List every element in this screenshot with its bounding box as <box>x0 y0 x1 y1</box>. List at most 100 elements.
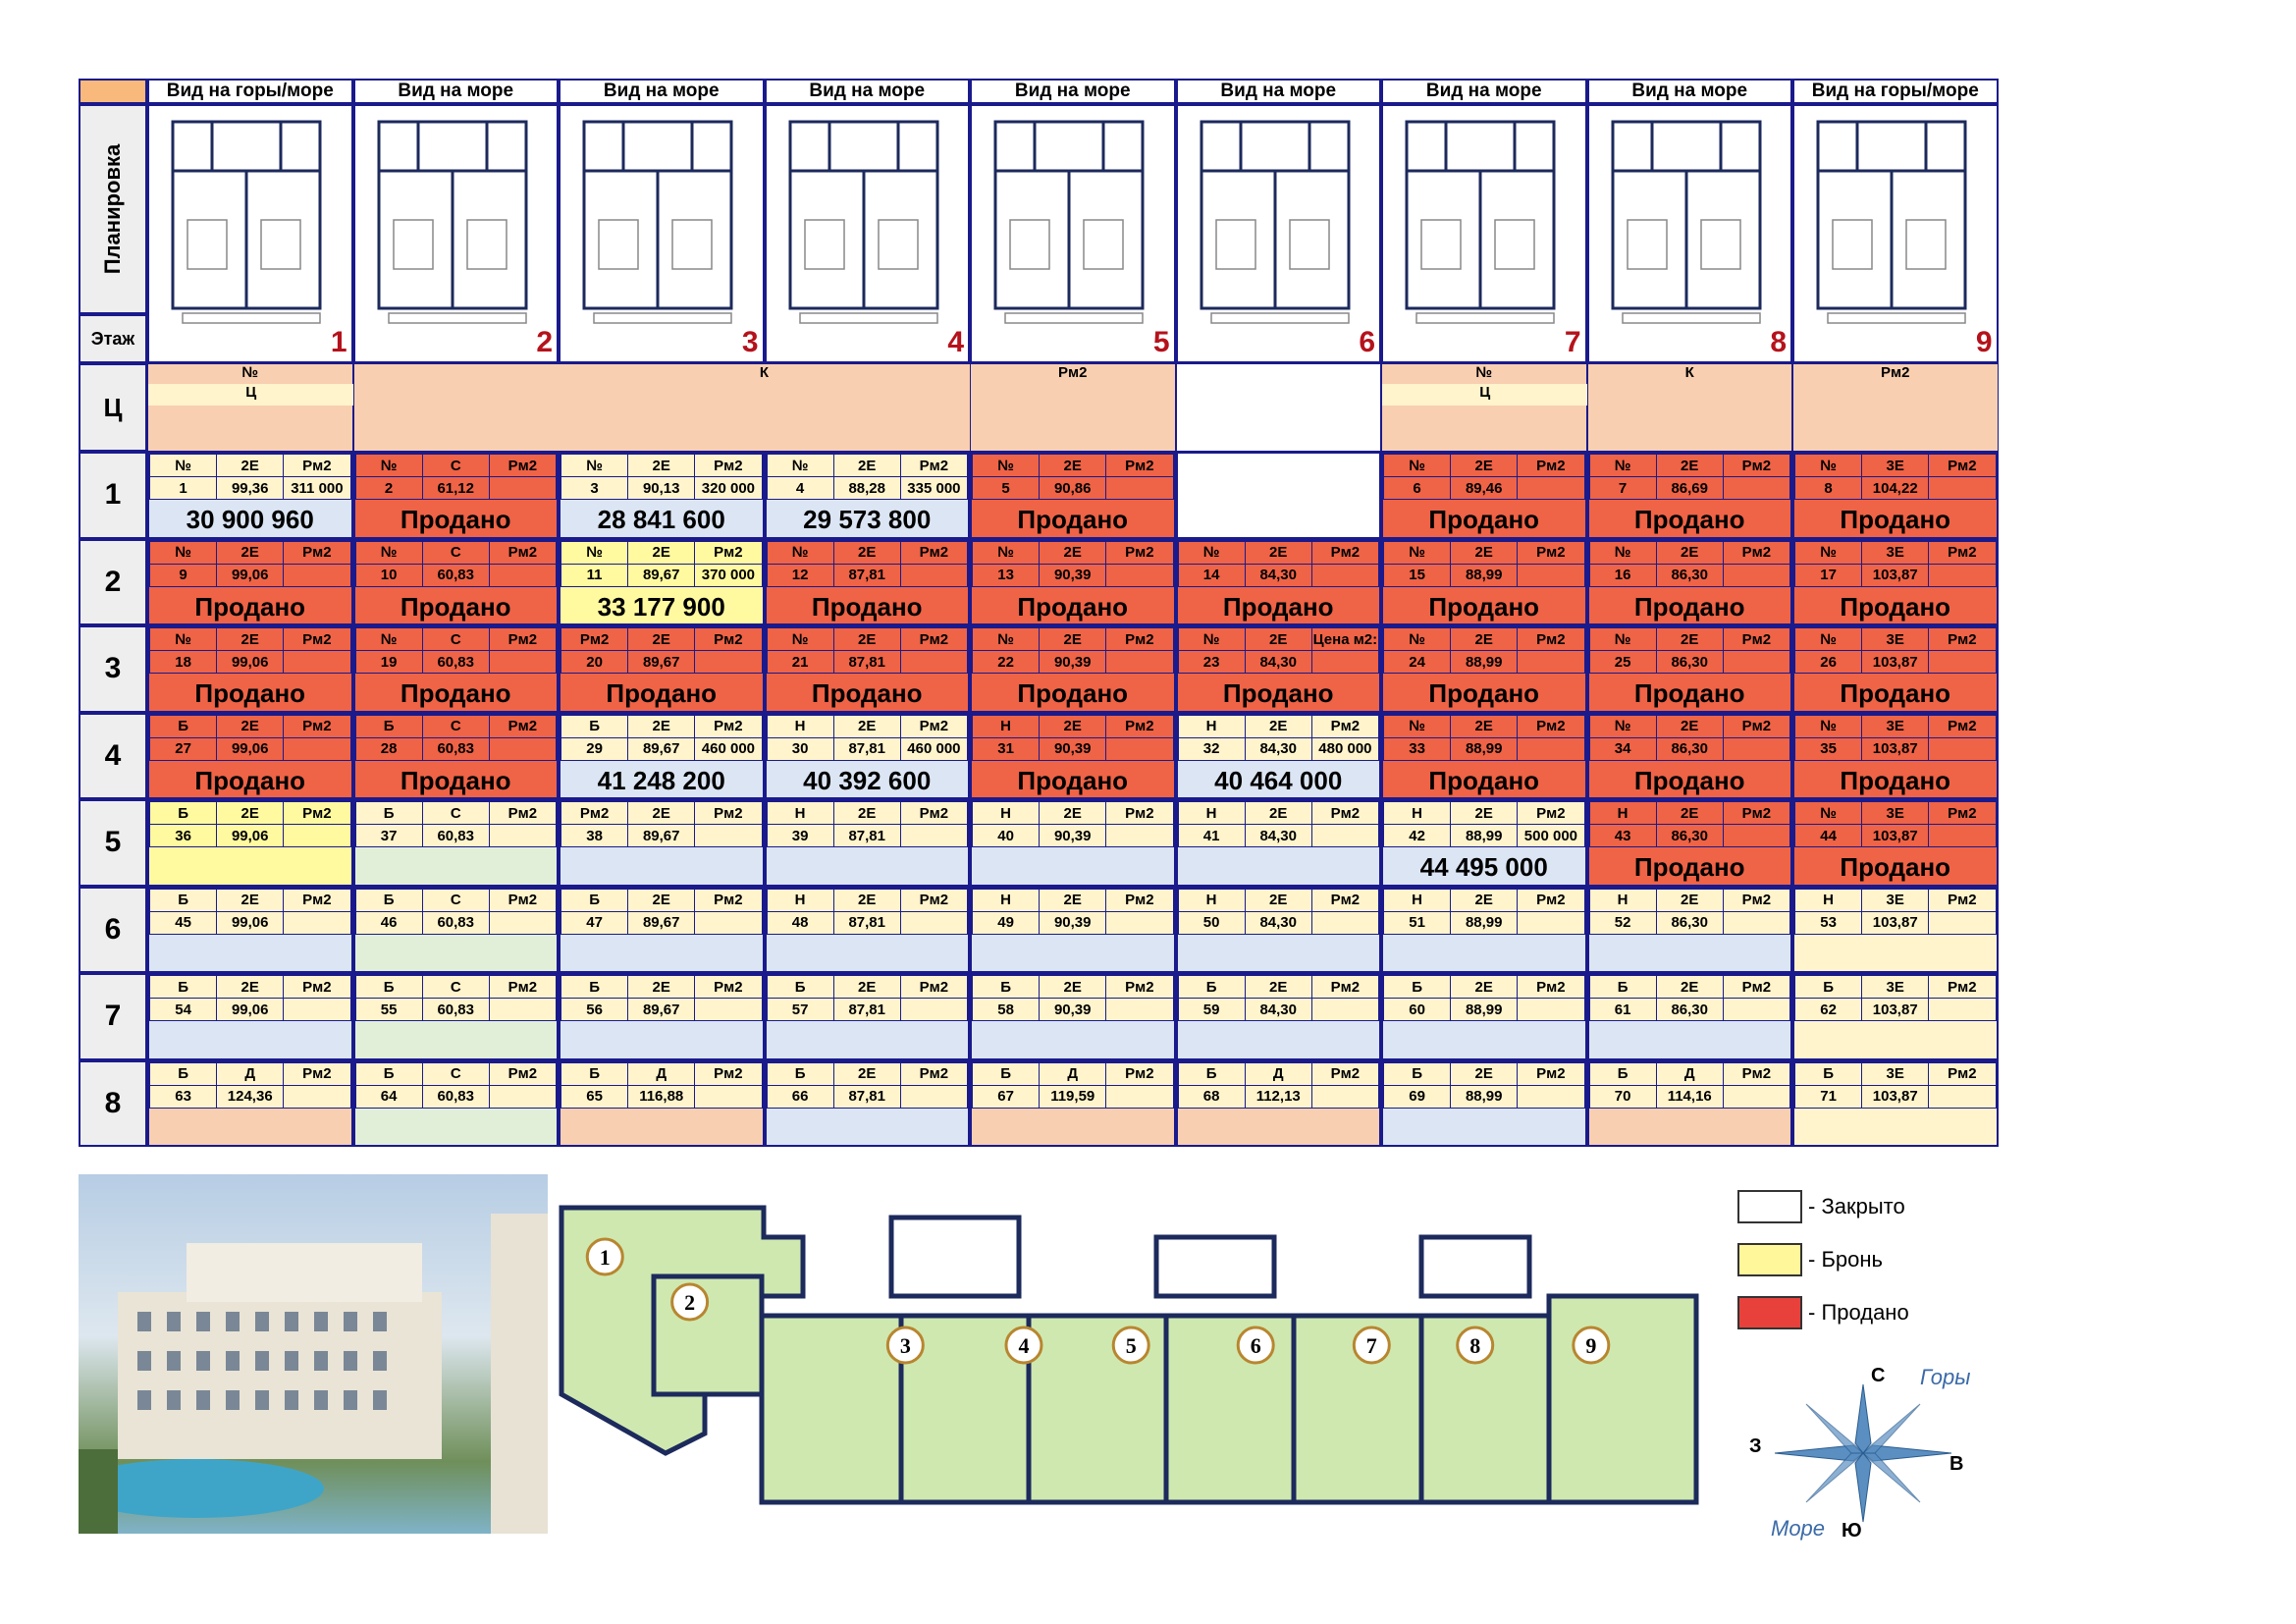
plan-thumbnail-8[interactable]: 8 <box>1586 104 1792 363</box>
apartment-cell[interactable]: Н 2Е Pм2 49 90,39 <box>970 886 1176 973</box>
apartment-cell[interactable]: Б С Pм2 64 60,83 <box>352 1059 559 1147</box>
total-price <box>1589 935 1791 974</box>
apartment-cell[interactable]: № 2Е Цена м2: 23 84,30 Продано <box>1175 625 1381 713</box>
apartment-cell[interactable]: № С Pм2 19 60,83 Продано <box>352 625 559 713</box>
apartment-info-table: Б 2Е Pм2 60 88,99 <box>1382 975 1585 1021</box>
apartment-cell[interactable]: Б Д Pм2 65 116,88 <box>559 1059 765 1147</box>
apartment-cell[interactable]: № 3Е Pм2 8 104,22 Продано <box>1792 452 1999 539</box>
apartment-cell[interactable]: Н 2Е Pм2 43 86,30 Продано <box>1586 799 1792 887</box>
apartment-cell[interactable]: № 2Е Pм2 14 84,30 Продано <box>1175 538 1381 625</box>
plan-thumbnail-4[interactable]: 4 <box>764 104 970 363</box>
apartment-cell[interactable]: № С Pм2 2 61,12 Продано <box>352 452 559 539</box>
apartment-cell[interactable]: Б Д Pм2 70 114,16 <box>1586 1059 1792 1147</box>
apartment-cell[interactable]: Н 2Е Pм2 31 90,39 Продано <box>970 712 1176 799</box>
plan-thumbnail-2[interactable]: 2 <box>352 104 559 363</box>
apartment-cell[interactable]: Б 2Е Pм2 45 99,06 <box>147 886 353 973</box>
apartment-cell[interactable] <box>1175 452 1381 539</box>
apartment-cell[interactable]: № 2Е Pм2 5 90,86 Продано <box>970 452 1176 539</box>
apartment-cell[interactable]: № 2Е Pм2 33 88,99 Продано <box>1381 712 1587 799</box>
apartment-cell[interactable]: Н 2Е Pм2 30 87,81 460 000 40 392 600 <box>764 712 970 799</box>
plan-thumbnail-5[interactable]: 5 <box>970 104 1176 363</box>
apartment-cell[interactable]: Б С Pм2 55 60,83 <box>352 973 559 1060</box>
apartment-cell[interactable]: № 2Е Pм2 4 88,28 335 000 29 573 800 <box>764 452 970 539</box>
apartment-cell[interactable]: Б 2Е Pм2 56 89,67 <box>559 973 765 1060</box>
apartment-cell[interactable]: № 2Е Pм2 13 90,39 Продано <box>970 538 1176 625</box>
apartment-cell[interactable]: Pм2 2Е Pм2 38 89,67 <box>559 799 765 887</box>
apartment-cell[interactable]: № 3Е Pм2 17 103,87 Продано <box>1792 538 1999 625</box>
apartment-cell[interactable]: № 2Е Pм2 21 87,81 Продано <box>764 625 970 713</box>
apartment-cell[interactable]: Б 2Е Pм2 69 88,99 <box>1381 1059 1587 1147</box>
apartment-cell[interactable]: № 2Е Pм2 24 88,99 Продано <box>1381 625 1587 713</box>
apartment-cell[interactable]: Б Д Pм2 67 119,59 <box>970 1059 1176 1147</box>
apartment-cell[interactable]: № 2Е Pм2 18 99,06 Продано <box>147 625 353 713</box>
apartment-cell[interactable]: Н 2Е Pм2 32 84,30 480 000 40 464 000 <box>1175 712 1381 799</box>
apartment-cell[interactable]: Б 3Е Pм2 62 103,87 <box>1792 973 1999 1060</box>
apartment-cell[interactable]: Б Д Pм2 63 124,36 <box>147 1059 353 1147</box>
plan-thumbnail-3[interactable]: 3 <box>559 104 765 363</box>
price-per-m2-label: Pм2 <box>488 801 558 825</box>
apartment-cell[interactable]: № 2Е Pм2 1 99,36 311 000 30 900 960 <box>147 452 353 539</box>
apartment-cell[interactable]: № 3Е Pм2 35 103,87 Продано <box>1792 712 1999 799</box>
apartment-cell[interactable]: № 2Е Pм2 15 88,99 Продано <box>1381 538 1587 625</box>
apartment-cell[interactable]: № 2Е Pм2 22 90,39 Продано <box>970 625 1176 713</box>
c-row-label: № <box>1475 364 1493 381</box>
apartment-cell[interactable]: № 3Е Pм2 44 103,87 Продано <box>1792 799 1999 887</box>
price-per-m2-value <box>1722 910 1791 935</box>
apartment-cell[interactable]: Б 3Е Pм2 71 103,87 <box>1792 1059 1999 1147</box>
apartment-cell[interactable]: Pм2 2Е Pм2 20 89,67 Продано <box>559 625 765 713</box>
apartment-cell[interactable]: Б 2Е Pм2 36 99,06 <box>147 799 353 887</box>
apartment-cell[interactable]: Б 2Е Pм2 61 86,30 <box>1586 973 1792 1060</box>
apartment-cell[interactable]: Б 2Е Pм2 57 87,81 <box>764 973 970 1060</box>
plan-position-circle <box>1111 1326 1150 1365</box>
apartment-cell[interactable]: № 2Е Pм2 6 89,46 Продано <box>1381 452 1587 539</box>
plan-thumbnail-7[interactable]: 7 <box>1381 104 1587 363</box>
apartment-info-table: № 2Е Pм2 22 90,39 <box>971 627 1174 674</box>
price-per-m2-label: Pм2 <box>283 454 351 477</box>
apartment-cell[interactable]: Н 2Е Pм2 42 88,99 500 000 44 495 000 <box>1381 799 1587 887</box>
apartment-cell[interactable]: № 2Е Pм2 3 90,13 320 000 28 841 600 <box>559 452 765 539</box>
apartment-type: Б <box>1177 1061 1246 1086</box>
apartment-cell[interactable]: № 2Е Pм2 7 86,69 Продано <box>1586 452 1792 539</box>
plan-thumbnail-6[interactable]: 6 <box>1175 104 1381 363</box>
price-per-m2-label: Pм2 <box>1310 714 1380 738</box>
apartment-cell[interactable]: Н 2Е Pм2 51 88,99 <box>1381 886 1587 973</box>
apartment-number: 50 <box>1177 910 1246 935</box>
apartment-cell[interactable]: № 2Е Pм2 12 87,81 Продано <box>764 538 970 625</box>
apartment-cell[interactable]: Н 2Е Pм2 40 90,39 <box>970 799 1176 887</box>
apartment-rooms: 2Е <box>1655 714 1724 738</box>
apartment-cell[interactable]: Н 2Е Pм2 48 87,81 <box>764 886 970 973</box>
sold-status: Продано <box>1017 505 1129 534</box>
apartment-cell[interactable]: Б 2Е Pм2 66 87,81 <box>764 1059 970 1147</box>
plan-thumbnail-9[interactable]: 9 <box>1792 104 1999 363</box>
apartment-cell[interactable]: Б Д Pм2 68 112,13 <box>1175 1059 1381 1147</box>
apartment-cell[interactable]: № 2Е Pм2 9 99,06 Продано <box>147 538 353 625</box>
apartment-cell[interactable]: Б 2Е Pм2 47 89,67 <box>559 886 765 973</box>
apartment-cell[interactable]: Б 2Е Pм2 29 89,67 460 000 41 248 200 <box>559 712 765 799</box>
apartment-area: 104,22 <box>1861 476 1930 500</box>
apartment-cell[interactable]: Н 2Е Pм2 50 84,30 <box>1175 886 1381 973</box>
apartment-cell[interactable]: Н 2Е Pм2 39 87,81 <box>764 799 970 887</box>
apartment-cell[interactable]: Б 2Е Pм2 54 99,06 <box>147 973 353 1060</box>
apartment-cell[interactable]: Н 2Е Pм2 41 84,30 <box>1175 799 1381 887</box>
apartment-cell[interactable]: № С Pм2 10 60,83 Продано <box>352 538 559 625</box>
apartment-info-table: Н 2Е Pм2 31 90,39 <box>971 714 1174 761</box>
apartment-cell[interactable]: Б 2Е Pм2 60 88,99 <box>1381 973 1587 1060</box>
apartment-cell[interactable]: Б 2Е Pм2 59 84,30 <box>1175 973 1381 1060</box>
apartment-cell[interactable]: № 2Е Pм2 16 86,30 Продано <box>1586 538 1792 625</box>
apartment-cell[interactable]: Н 3Е Pм2 53 103,87 <box>1792 886 1999 973</box>
apartment-cell[interactable]: Б 2Е Pм2 27 99,06 Продано <box>147 712 353 799</box>
apartment-cell[interactable]: Б С Pм2 37 60,83 <box>352 799 559 887</box>
apartment-cell[interactable]: Б 2Е Pм2 58 90,39 <box>970 973 1176 1060</box>
apartment-rooms: Д <box>1244 1061 1312 1086</box>
apartment-cell[interactable]: № 3Е Pм2 26 103,87 Продано <box>1792 625 1999 713</box>
apartment-cell[interactable]: Б С Pм2 28 60,83 Продано <box>352 712 559 799</box>
apartment-type: Н <box>1588 888 1657 912</box>
apartment-rooms: 2Е <box>1655 975 1724 999</box>
apartment-cell[interactable]: № 2Е Pм2 34 86,30 Продано <box>1586 712 1792 799</box>
plan-thumbnail-1[interactable]: 1 <box>147 104 353 363</box>
apartment-cell[interactable]: Н 2Е Pм2 52 86,30 <box>1586 886 1792 974</box>
apartment-cell[interactable]: Б С Pм2 46 60,83 <box>352 886 559 973</box>
apartment-cell[interactable]: № 2Е Pм2 11 89,67 370 000 33 177 900 <box>559 538 765 625</box>
price-per-m2-value: 370 000 <box>694 563 763 587</box>
apartment-cell[interactable]: № 2Е Pм2 25 86,30 Продано <box>1586 625 1792 713</box>
